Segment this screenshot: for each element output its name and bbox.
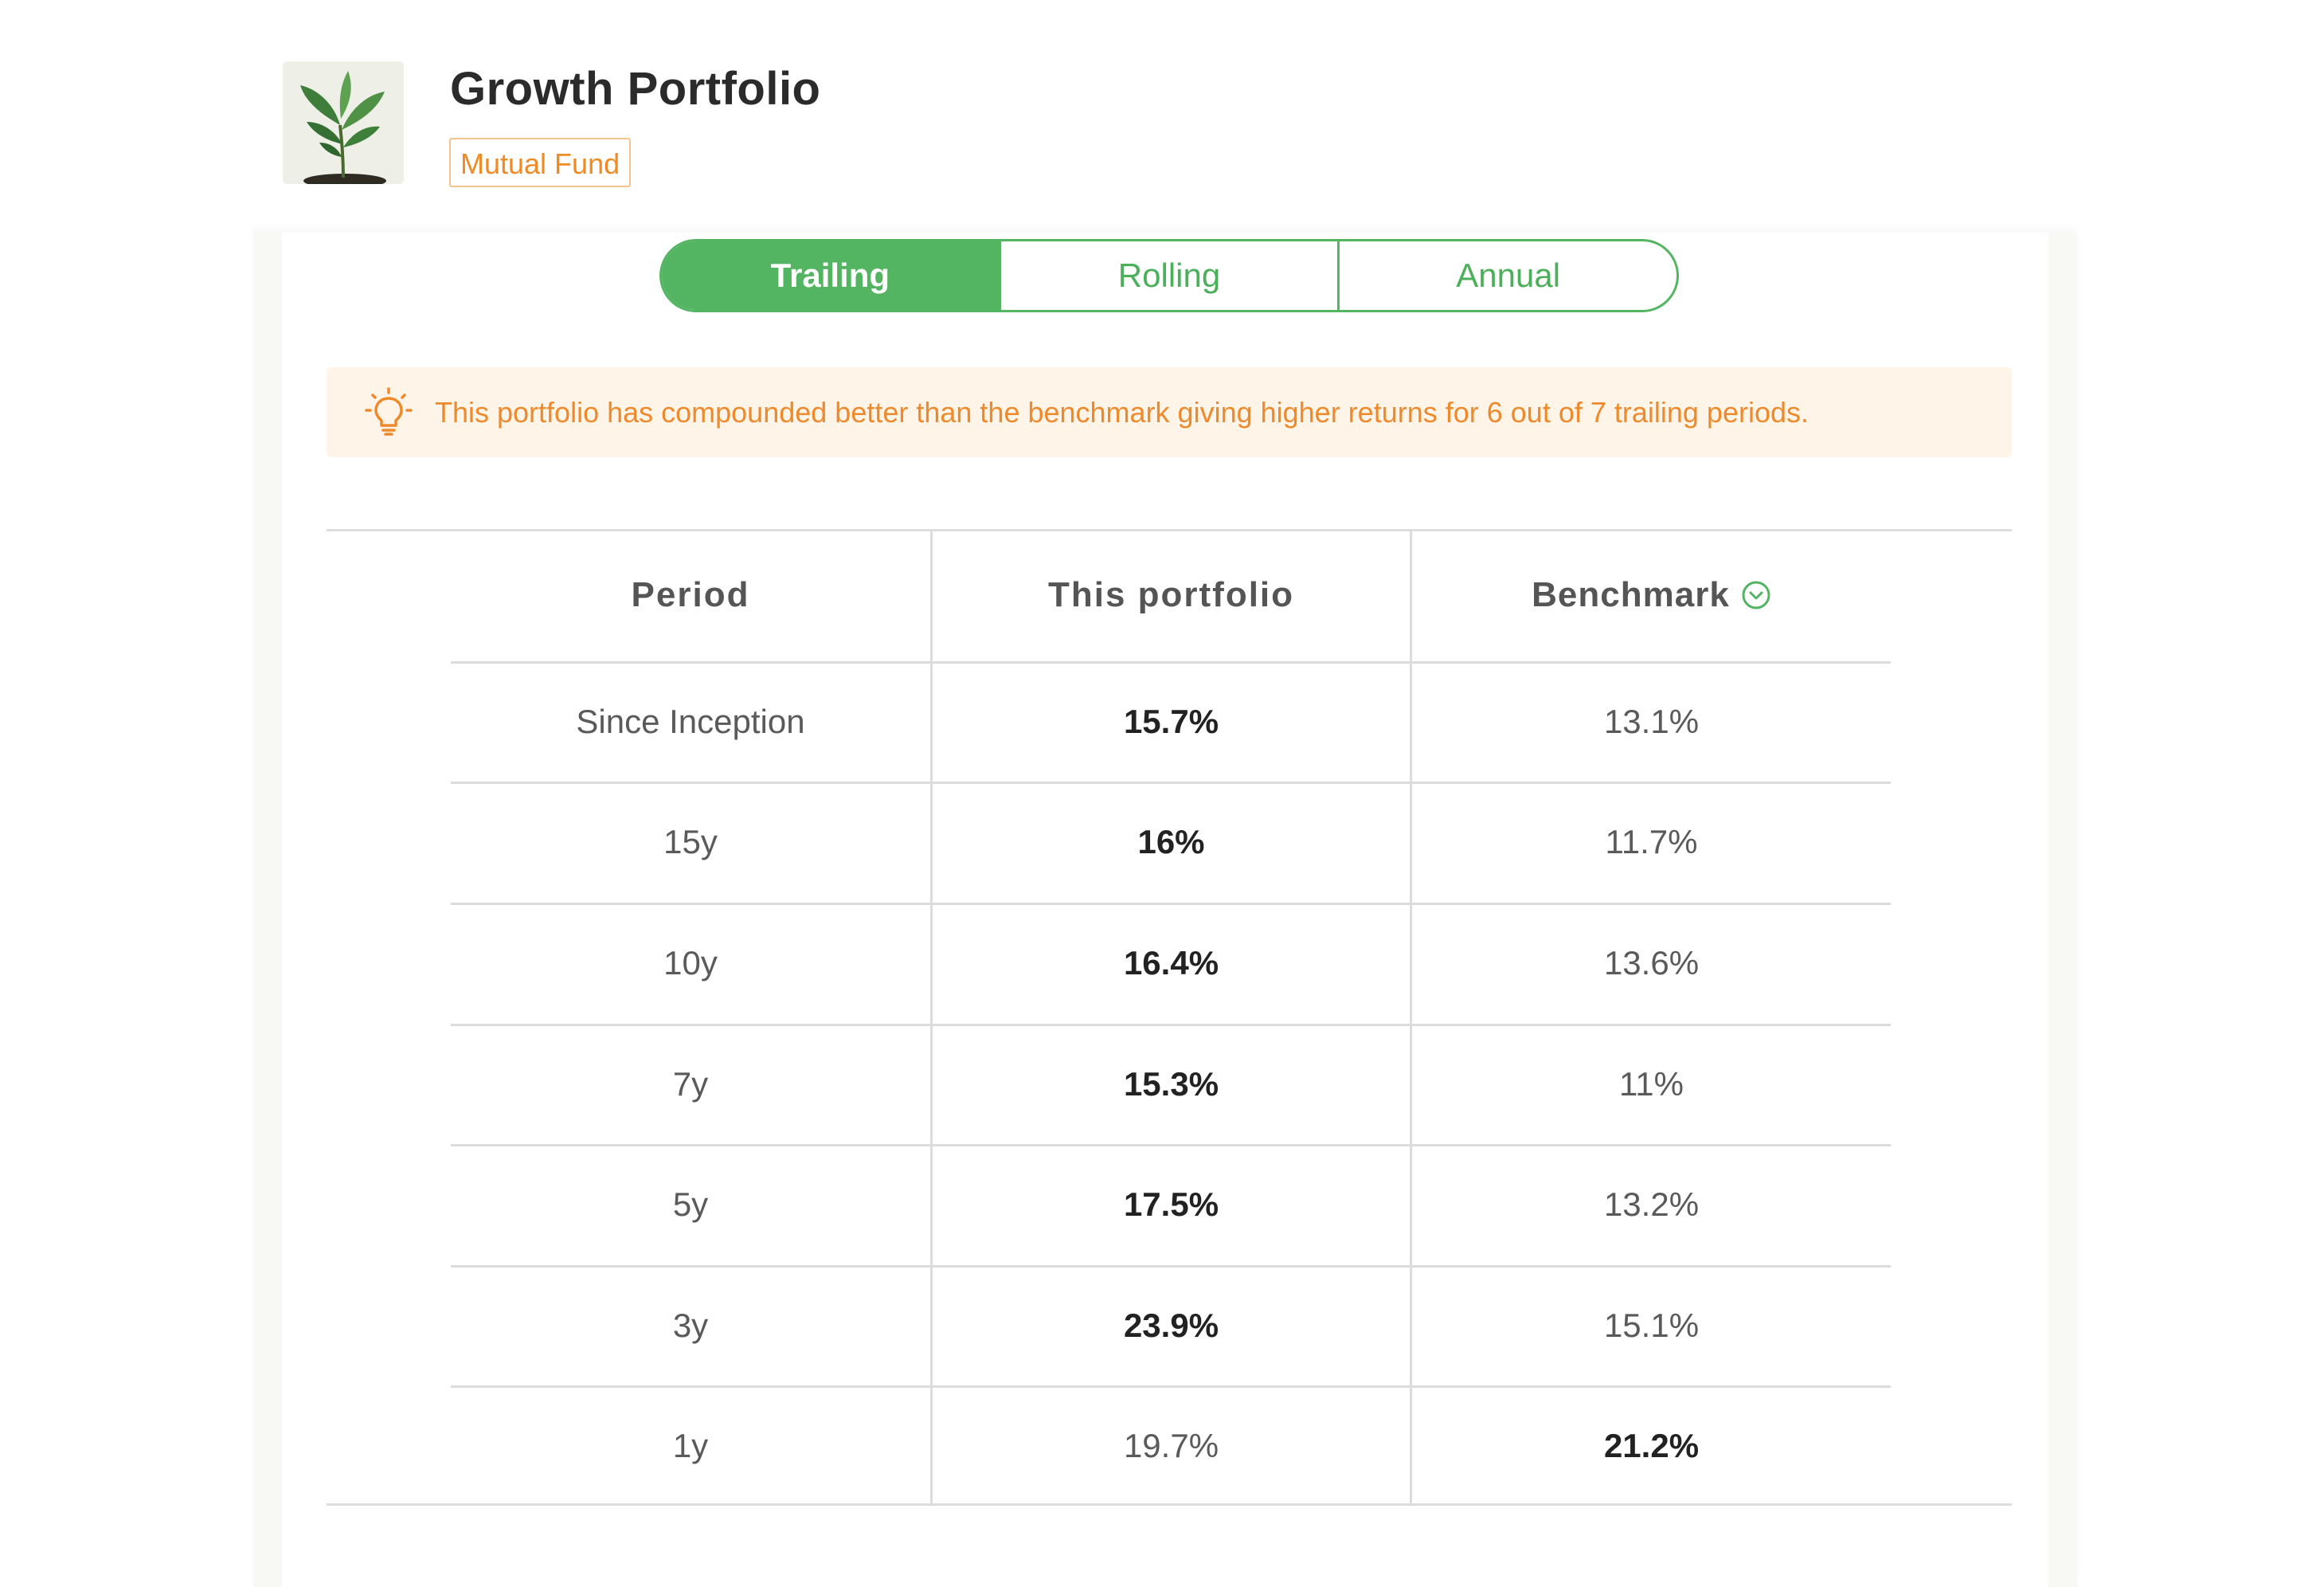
column-header-portfolio: This portfolio <box>1047 575 1295 614</box>
period-cell: Since Inception <box>576 702 805 740</box>
insight-text: This portfolio has compounded better tha… <box>435 395 1809 429</box>
benchmark-return-cell: 21.2% <box>1603 1426 1700 1464</box>
row-divider <box>451 1144 1891 1146</box>
row-divider <box>451 782 1891 784</box>
insight-banner: This portfolio has compounded better tha… <box>327 367 2012 457</box>
portfolio-return-cell: 16.4% <box>1123 943 1219 982</box>
table-top-rule <box>327 529 2012 531</box>
benchmark-selector[interactable]: Benchmark <box>1412 529 1891 661</box>
period-cell: 7y <box>672 1064 709 1103</box>
period-cell: 1y <box>672 1426 709 1464</box>
portfolio-return-cell: 23.9% <box>1123 1306 1219 1344</box>
column-divider <box>930 529 933 1506</box>
portfolio-return-cell: 19.7% <box>1123 1426 1219 1464</box>
column-header-period: Period <box>631 575 750 614</box>
portfolio-return-cell: 15.7% <box>1123 702 1219 740</box>
chevron-down-circle-icon[interactable] <box>1741 580 1771 610</box>
row-divider <box>451 1024 1891 1026</box>
tab-rolling[interactable]: Rolling <box>998 241 1338 310</box>
column-header-benchmark: Benchmark <box>1532 575 1730 614</box>
fund-type-badge: Mutual Fund <box>449 138 632 187</box>
row-divider <box>451 661 1891 664</box>
page-title: Growth Portfolio <box>450 63 821 115</box>
lightbulb-icon <box>365 386 413 436</box>
row-divider <box>451 1265 1891 1268</box>
column-divider <box>1410 529 1412 1506</box>
returns-tabs: Trailing Rolling Annual <box>659 239 1679 312</box>
benchmark-return-cell: 13.2% <box>1603 1185 1700 1223</box>
period-cell: 10y <box>663 943 718 982</box>
period-cell: 5y <box>672 1185 709 1223</box>
portfolio-return-cell: 17.5% <box>1123 1185 1219 1223</box>
benchmark-return-cell: 13.1% <box>1603 702 1700 740</box>
row-divider <box>451 903 1891 905</box>
period-cell: 15y <box>663 822 718 860</box>
tab-annual[interactable]: Annual <box>1337 241 1676 310</box>
portfolio-return-cell: 16% <box>1137 822 1205 860</box>
benchmark-return-cell: 11.7% <box>1605 822 1698 860</box>
returns-table: Period This portfolio Benchmark Since In… <box>327 529 2012 1506</box>
plant-sapling-icon <box>283 61 404 184</box>
benchmark-return-cell: 13.6% <box>1603 943 1700 982</box>
period-cell: 3y <box>672 1306 709 1344</box>
benchmark-return-cell: 15.1% <box>1603 1306 1700 1344</box>
row-divider <box>451 1385 1891 1388</box>
portfolio-return-cell: 15.3% <box>1123 1064 1219 1103</box>
table-bottom-rule <box>327 1503 2012 1506</box>
benchmark-return-cell: 11% <box>1619 1064 1684 1103</box>
tab-trailing[interactable]: Trailing <box>662 241 999 310</box>
returns-card <box>253 233 2077 1587</box>
portfolio-header: Growth Portfolio Mutual Fund <box>283 61 1398 189</box>
